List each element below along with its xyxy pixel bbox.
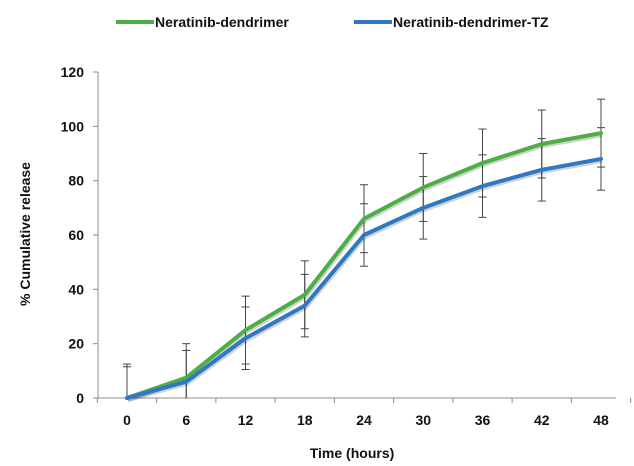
x-tick-label: 30 xyxy=(415,412,431,428)
y-tick-label: 40 xyxy=(68,281,84,297)
y-tick-label: 120 xyxy=(61,64,85,80)
y-tick-label: 20 xyxy=(68,336,84,352)
x-tick-label: 48 xyxy=(593,412,609,428)
legend-label-neratinib-dendrimer-tz: Neratinib-dendrimer-TZ xyxy=(393,14,549,30)
y-tick-label: 0 xyxy=(76,390,84,406)
y-tick-label: 60 xyxy=(68,227,84,243)
y-tick-label: 100 xyxy=(61,118,85,134)
x-tick-label: 12 xyxy=(238,412,254,428)
series-shadow-neratinib-dendrimer xyxy=(127,133,603,402)
series-line-neratinib-dendrimer xyxy=(125,131,603,400)
x-tick-label: 36 xyxy=(475,412,491,428)
axes: 0 20 40 60 80 100 120 0 6 12 18 24 30 36 42 48 xyxy=(61,64,632,428)
y-axis-title: % Cumulative release xyxy=(17,162,33,306)
x-tick-label: 24 xyxy=(356,412,372,428)
x-tick-label: 6 xyxy=(182,412,190,428)
y-tick-label: 80 xyxy=(68,173,84,189)
legend-label-neratinib-dendrimer: Neratinib-dendrimer xyxy=(155,14,289,30)
x-tick-label: 42 xyxy=(534,412,550,428)
legend: Neratinib-dendrimer Neratinib-dendrimer-T… xyxy=(116,14,549,30)
error-bars xyxy=(123,98,605,398)
series-shadow-neratinib-dendrimer-tz xyxy=(127,158,603,402)
x-axis-title: Time (hours) xyxy=(310,445,395,461)
series-line-neratinib-dendrimer-tz xyxy=(125,156,603,400)
series-lines xyxy=(125,131,603,402)
x-tick-label: 0 xyxy=(123,412,131,428)
x-tick-label: 18 xyxy=(297,412,313,428)
